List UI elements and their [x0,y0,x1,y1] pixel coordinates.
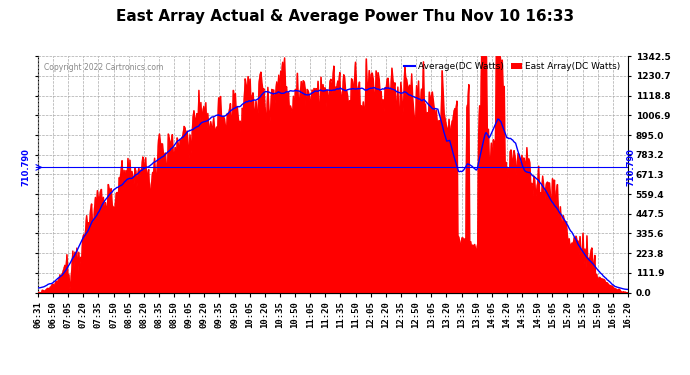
Text: 710.790: 710.790 [21,148,31,186]
Text: Copyright 2022 Cartronics.com: Copyright 2022 Cartronics.com [44,63,164,72]
Text: 710.790: 710.790 [627,148,636,186]
Legend: Average(DC Watts), East Array(DC Watts): Average(DC Watts), East Array(DC Watts) [401,58,623,75]
Text: East Array Actual & Average Power Thu Nov 10 16:33: East Array Actual & Average Power Thu No… [116,9,574,24]
